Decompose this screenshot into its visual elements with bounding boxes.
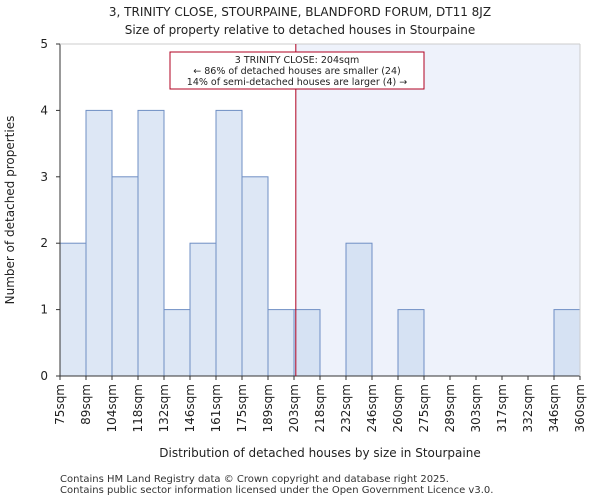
x-tick-label-218sqm: 218sqm — [313, 384, 327, 432]
x-tick-label-275sqm: 275sqm — [417, 384, 431, 432]
plot-area: 0 1 2 3 4 5 75sqm 89sqm 104sqm 118sqm 132sqm 146sqm… — [40, 37, 587, 432]
annotation-box — [169, 51, 425, 90]
y-tick-label-4: 4 — [40, 103, 48, 117]
bar-146sqm — [189, 242, 217, 377]
bar-232sqm — [345, 242, 373, 377]
bar-75sqm — [59, 242, 87, 377]
x-tick-label-146sqm: 146sqm — [183, 384, 197, 432]
y-tick-label-1: 1 — [40, 303, 48, 317]
x-tick-label-132sqm: 132sqm — [157, 384, 171, 432]
x-tick-label-161sqm: 161sqm — [209, 384, 223, 432]
footer-copyright: Contains HM Land Registry data © Crown c… — [60, 474, 449, 485]
annotation-line-2: ← 86% of detached houses are smaller (24… — [193, 66, 400, 77]
y-tick-label-3: 3 — [40, 170, 48, 184]
y-tick-label-0: 0 — [40, 369, 48, 383]
x-tick-label-246sqm: 246sqm — [365, 384, 379, 432]
x-tick-label-232sqm: 232sqm — [339, 384, 353, 432]
bar-203sqm — [293, 309, 321, 377]
bar-189sqm — [267, 309, 295, 377]
x-tick-label-289sqm: 289sqm — [443, 384, 457, 432]
x-tick-label-89sqm: 89sqm — [79, 384, 93, 425]
y-tick-label-5: 5 — [40, 37, 48, 51]
bar-260sqm — [397, 309, 425, 377]
bar-104sqm — [111, 176, 139, 377]
x-tick-label-260sqm: 260sqm — [391, 384, 405, 432]
x-tick-label-317sqm: 317sqm — [495, 384, 509, 432]
x-tick-label-175sqm: 175sqm — [235, 384, 249, 432]
bar-89sqm — [85, 109, 113, 377]
x-tick-label-189sqm: 189sqm — [261, 384, 275, 432]
x-tick-label-203sqm: 203sqm — [287, 384, 301, 432]
footer-licence: Contains public sector information licen… — [60, 485, 494, 496]
x-tick-label-360sqm: 360sqm — [573, 384, 587, 432]
x-tick-label-118sqm: 118sqm — [131, 384, 145, 432]
bar-118sqm — [137, 109, 165, 377]
y-tick-label-2: 2 — [40, 236, 48, 250]
chart-title: 3, TRINITY CLOSE, STOURPAINE, BLANDFORD … — [109, 5, 491, 19]
x-tick-label-303sqm: 303sqm — [469, 384, 483, 432]
x-tick-label-332sqm: 332sqm — [521, 384, 535, 432]
bar-175sqm — [241, 176, 269, 377]
bar-161sqm — [215, 109, 243, 377]
larger-region-highlight — [295, 44, 580, 376]
x-axis-label: Distribution of detached houses by size … — [159, 446, 480, 460]
x-tick-label-346sqm: 346sqm — [547, 384, 561, 432]
x-tick-label-104sqm: 104sqm — [105, 384, 119, 432]
x-tick-label-75sqm: 75sqm — [53, 384, 67, 425]
annotation-line-3: 14% of semi-detached houses are larger (… — [187, 77, 407, 88]
y-axis-label: Number of detached properties — [3, 116, 17, 305]
annotation-line-1: 3 TRINITY CLOSE: 204sqm — [235, 55, 360, 66]
chart-subtitle: Size of property relative to detached ho… — [125, 23, 476, 37]
bar-132sqm — [163, 309, 191, 377]
bar-346sqm — [553, 309, 581, 377]
